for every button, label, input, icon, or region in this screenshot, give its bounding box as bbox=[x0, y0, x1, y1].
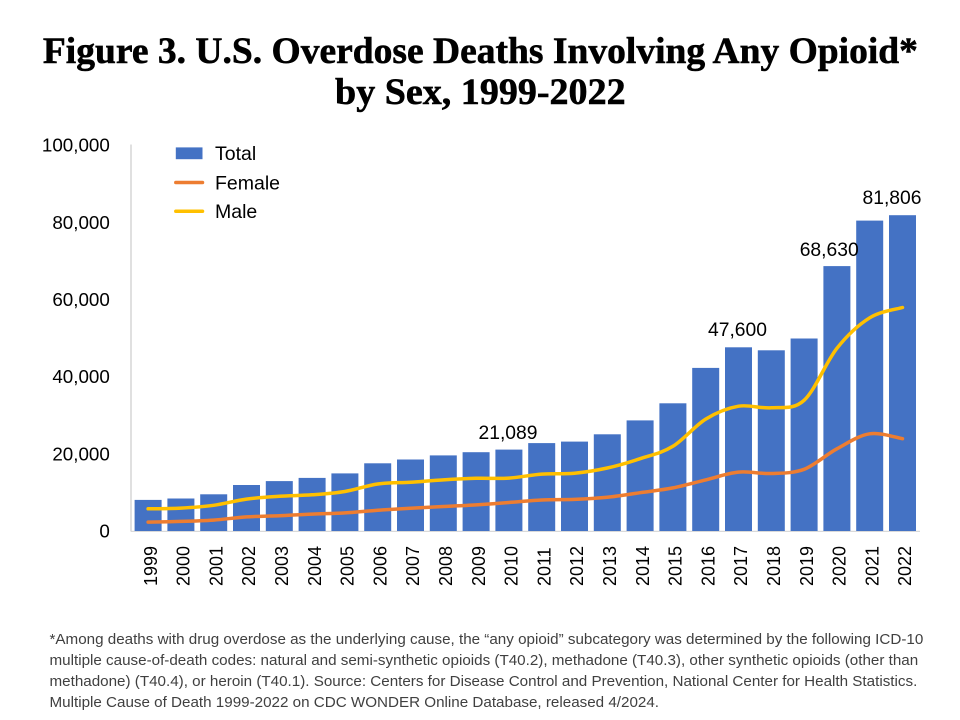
svg-text:0: 0 bbox=[99, 521, 109, 542]
svg-text:2020: 2020 bbox=[830, 546, 850, 586]
svg-text:2017: 2017 bbox=[731, 546, 751, 586]
svg-text:2006: 2006 bbox=[370, 546, 390, 586]
svg-text:2007: 2007 bbox=[403, 546, 423, 586]
svg-text:1999: 1999 bbox=[141, 546, 161, 586]
svg-text:100,000: 100,000 bbox=[42, 135, 110, 156]
svg-text:2000: 2000 bbox=[174, 546, 194, 586]
svg-text:68,630: 68,630 bbox=[800, 240, 859, 261]
svg-text:2022: 2022 bbox=[895, 546, 915, 586]
svg-text:Male: Male bbox=[215, 201, 257, 223]
svg-text:2002: 2002 bbox=[239, 546, 259, 586]
svg-text:Total: Total bbox=[215, 143, 256, 165]
svg-text:2011: 2011 bbox=[534, 547, 554, 586]
svg-text:2008: 2008 bbox=[436, 546, 456, 586]
svg-text:20,000: 20,000 bbox=[52, 443, 109, 464]
svg-text:2004: 2004 bbox=[305, 546, 325, 586]
svg-text:2021: 2021 bbox=[862, 546, 882, 586]
svg-text:2009: 2009 bbox=[469, 546, 489, 586]
svg-text:2001: 2001 bbox=[206, 546, 226, 586]
svg-text:2019: 2019 bbox=[797, 546, 817, 586]
svg-text:2003: 2003 bbox=[272, 546, 292, 586]
svg-text:81,806: 81,806 bbox=[863, 188, 922, 209]
svg-text:2013: 2013 bbox=[600, 546, 620, 586]
svg-text:80,000: 80,000 bbox=[52, 212, 109, 233]
svg-text:2016: 2016 bbox=[698, 546, 718, 586]
svg-text:2010: 2010 bbox=[502, 546, 522, 586]
svg-text:2014: 2014 bbox=[633, 546, 653, 586]
svg-text:Female: Female bbox=[215, 172, 280, 194]
svg-text:2015: 2015 bbox=[666, 546, 686, 586]
svg-text:2012: 2012 bbox=[567, 546, 587, 586]
svg-text:21,089: 21,089 bbox=[479, 423, 538, 444]
svg-text:47,600: 47,600 bbox=[708, 320, 767, 341]
svg-text:2005: 2005 bbox=[338, 546, 358, 586]
svg-text:60,000: 60,000 bbox=[52, 289, 109, 310]
svg-text:2018: 2018 bbox=[764, 546, 784, 586]
svg-text:40,000: 40,000 bbox=[52, 366, 109, 387]
